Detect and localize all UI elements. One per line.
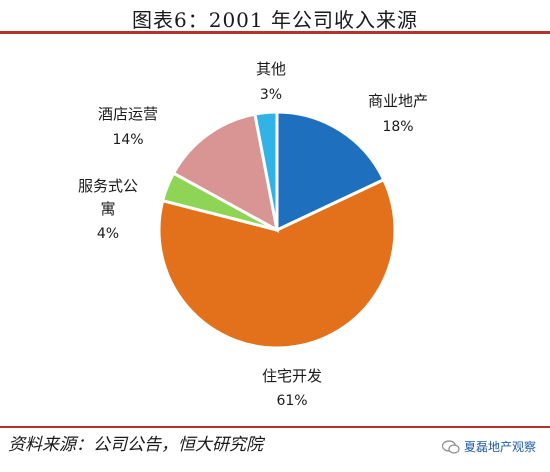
slice-label: 寓: [100, 200, 115, 218]
slice-percent: 4%: [97, 226, 119, 242]
pie-slice: [157, 177, 397, 350]
slice-label: 商业地产: [368, 92, 428, 110]
pie-slice: [171, 112, 280, 233]
slice-label: 酒店运营: [98, 105, 158, 123]
footer-divider: [0, 426, 550, 428]
watermark-text: 夏磊地产观察: [463, 440, 536, 454]
chart-title: 图表6：2001 年公司收入来源: [132, 8, 418, 32]
slice-label: 住宅开发: [262, 367, 322, 385]
slice-label: 其他: [256, 60, 286, 78]
slice-label: 服务式公: [78, 177, 138, 195]
watermark: 夏磊地产观察: [441, 438, 536, 455]
wechat-icon: [441, 439, 460, 454]
slice-percent: 3%: [260, 87, 282, 103]
source-note: 资料来源：公司公告，恒大研究院: [8, 435, 263, 455]
pie-slice: [275, 110, 386, 233]
slice-percent: 61%: [276, 393, 307, 409]
title-divider: [0, 31, 550, 34]
slice-percent: 18%: [382, 119, 413, 135]
title-bar: 图表6：2001 年公司收入来源: [0, 0, 550, 32]
slice-percent: 14%: [112, 132, 143, 148]
pie-slice: [253, 110, 279, 231]
